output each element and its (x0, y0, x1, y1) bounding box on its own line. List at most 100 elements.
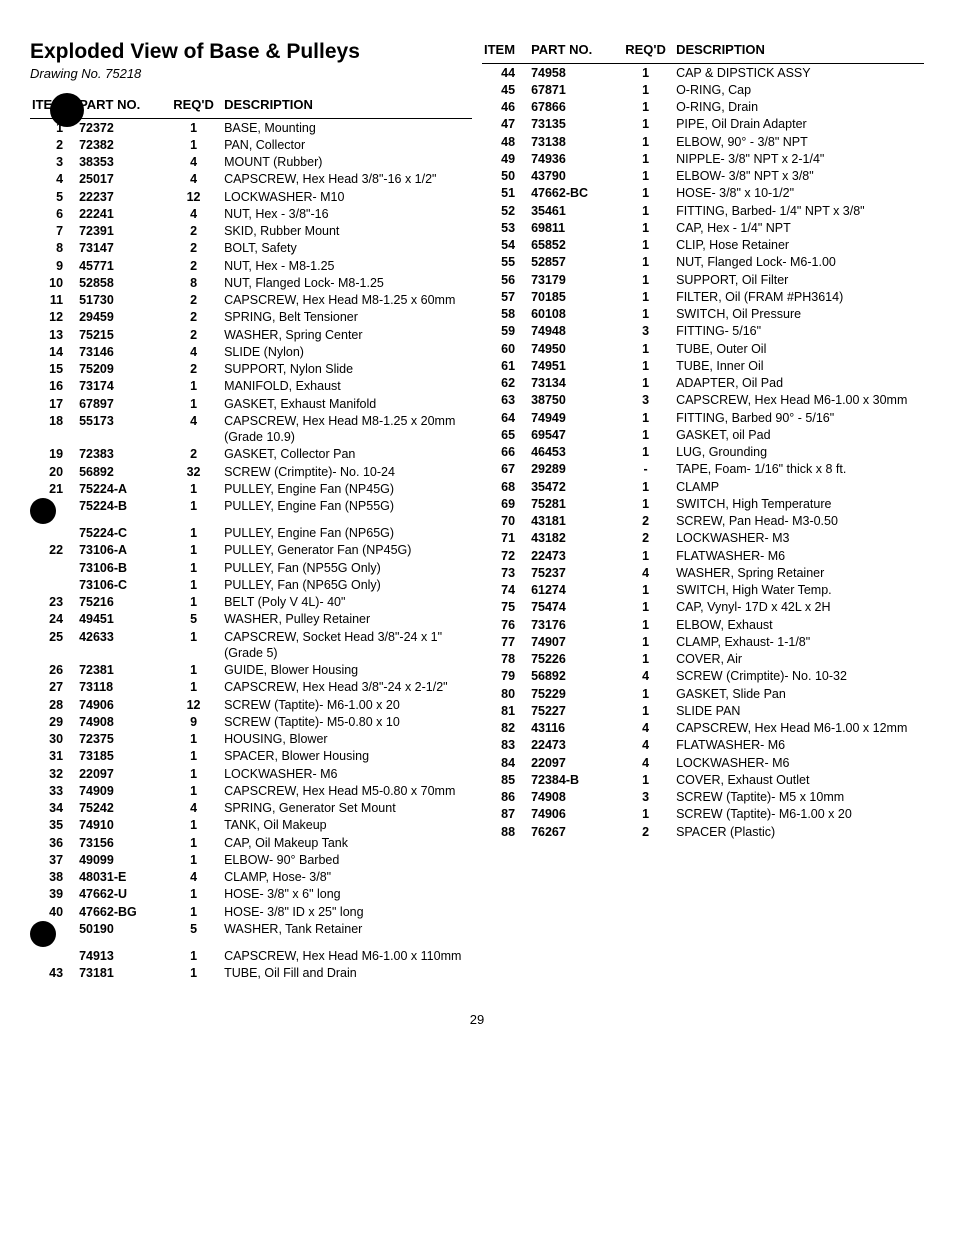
cell-item (30, 525, 79, 542)
cell-partno: 74908 (79, 713, 169, 730)
cell-description: CAPSCREW, Hex Head M6-1.00 x 30mm (676, 392, 924, 409)
cell-item: 21 (30, 480, 79, 497)
table-row: 50437901ELBOW- 3/8" NPT x 3/8" (482, 168, 924, 185)
page-title: Exploded View of Base & Pulleys (30, 40, 472, 64)
table-row: 2723821PAN, Collector (30, 136, 472, 153)
cell-item: 81 (482, 702, 531, 719)
cell-item: 47 (482, 116, 531, 133)
cell-reqd: 1 (169, 525, 224, 542)
cell-item: 11 (30, 292, 79, 309)
cell-reqd: 1 (621, 806, 676, 823)
cell-reqd: 1 (621, 409, 676, 426)
page-number: 29 (30, 1012, 924, 1027)
cell-partno: 73181 (79, 965, 169, 982)
cell-item: 66 (482, 444, 531, 461)
cell-description: MANIFOLD, Exhaust (224, 378, 472, 395)
cell-reqd: 3 (621, 323, 676, 340)
cell-description: FLATWASHER- M6 (676, 737, 924, 754)
cell-partno: 75229 (531, 685, 621, 702)
cell-description: CAPSCREW, Hex Head 3/8"-16 x 1/2" (224, 171, 472, 188)
cell-partno: 75224-B (79, 498, 169, 525)
cell-reqd: 2 (169, 446, 224, 463)
table-row: 14731464SLIDE (Nylon) (30, 343, 472, 360)
cell-reqd: 1 (169, 817, 224, 834)
cell-description: HOSE- 3/8" x 10-1/2" (676, 185, 924, 202)
table-row: 13752152WASHER, Spring Center (30, 326, 472, 343)
table-row: 37490991ELBOW- 90° Barbed (30, 851, 472, 868)
cell-item: 78 (482, 651, 531, 668)
cell-item: 18 (30, 412, 79, 446)
parts-table-right: ITEM PART NO. REQ'D DESCRIPTION 44749581… (482, 40, 924, 840)
table-row: 82431164CAPSCREW, Hex Head M6-1.00 x 12m… (482, 720, 924, 737)
cell-item: 70 (482, 513, 531, 530)
table-row: 12294592SPRING, Belt Tensioner (30, 309, 472, 326)
cell-reqd: 1 (169, 886, 224, 903)
cell-partno: 55173 (79, 412, 169, 446)
punch-hole-icon (30, 921, 56, 947)
cell-partno: 43181 (531, 513, 621, 530)
cell-description: SCREW (Taptite)- M6-1.00 x 20 (224, 696, 472, 713)
cell-reqd: 1 (169, 679, 224, 696)
cell-partno: 43182 (531, 530, 621, 547)
cell-description: O-RING, Drain (676, 99, 924, 116)
cell-partno: 75226 (531, 651, 621, 668)
cell-item: 17 (30, 395, 79, 412)
cell-reqd: 2 (169, 223, 224, 240)
cell-description: SCREW (Taptite)- M5 x 10mm (676, 789, 924, 806)
cell-partno: 73156 (79, 834, 169, 851)
cell-description: SLIDE PAN (676, 702, 924, 719)
cell-reqd: 1 (621, 616, 676, 633)
cell-reqd: 4 (621, 720, 676, 737)
cell-description: SWITCH, High Water Temp. (676, 582, 924, 599)
table-row: 59749483FITTING- 5/16" (482, 323, 924, 340)
table-row: 25426331CAPSCREW, Socket Head 3/8"-24 x … (30, 628, 472, 662)
cell-item: 53 (482, 219, 531, 236)
cell-reqd: 1 (621, 64, 676, 82)
table-row: 53698111CAP, Hex - 1/4" NPT (482, 219, 924, 236)
table-row: 62731341ADAPTER, Oil Pad (482, 375, 924, 392)
cell-description: TUBE, Oil Fill and Drain (224, 965, 472, 982)
cell-partno: 69811 (531, 219, 621, 236)
table-row: 81752271SLIDE PAN (482, 702, 924, 719)
table-row: 74612741SWITCH, High Water Temp. (482, 582, 924, 599)
table-row: 48731381ELBOW, 90° - 3/8" NPT (482, 133, 924, 150)
cell-reqd: 1 (169, 395, 224, 412)
cell-item: 19 (30, 446, 79, 463)
cell-description: LOCKWASHER- M6 (224, 765, 472, 782)
cell-reqd: - (621, 461, 676, 478)
cell-partno: 22473 (531, 737, 621, 754)
cell-item: 43 (30, 965, 79, 982)
cell-partno: 74908 (531, 789, 621, 806)
cell-partno: 74951 (531, 357, 621, 374)
table-row: 749131CAPSCREW, Hex Head M6-1.00 x 110mm (30, 947, 472, 964)
cell-reqd: 2 (621, 530, 676, 547)
cell-reqd: 1 (169, 628, 224, 662)
cell-reqd: 1 (621, 185, 676, 202)
col-header-partno: PART NO. (531, 40, 621, 64)
cell-partno: 74910 (79, 817, 169, 834)
cell-item: 69 (482, 495, 531, 512)
drawing-number: Drawing No. 75218 (30, 66, 472, 81)
cell-partno: 45771 (79, 257, 169, 274)
cell-reqd: 1 (621, 99, 676, 116)
cell-partno: 73174 (79, 378, 169, 395)
table-row: 7723912SKID, Rubber Mount (30, 223, 472, 240)
cell-reqd: 1 (169, 136, 224, 153)
cell-item: 12 (30, 309, 79, 326)
table-row: 6729289-TAPE, Foam- 1/16" thick x 8 ft. (482, 461, 924, 478)
cell-description: CLIP, Hose Retainer (676, 237, 924, 254)
cell-description: SWITCH, High Temperature (676, 495, 924, 512)
cell-partno: 22473 (531, 547, 621, 564)
cell-item: 5 (30, 188, 79, 205)
cell-partno: 25017 (79, 171, 169, 188)
cell-reqd: 2 (169, 240, 224, 257)
cell-description: PIPE, Oil Drain Adapter (676, 116, 924, 133)
cell-reqd: 1 (169, 559, 224, 576)
col-header-desc: DESCRIPTION (676, 40, 924, 64)
cell-description: WASHER, Spring Center (224, 326, 472, 343)
cell-reqd: 4 (621, 754, 676, 771)
cell-description: ELBOW- 3/8" NPT x 3/8" (676, 168, 924, 185)
cell-description: SCREW (Taptite)- M5-0.80 x 10 (224, 713, 472, 730)
table-row: 31731851SPACER, Blower Housing (30, 748, 472, 765)
cell-description: CAPSCREW, Hex Head M8-1.25 x 20mm (Grade… (224, 412, 472, 446)
